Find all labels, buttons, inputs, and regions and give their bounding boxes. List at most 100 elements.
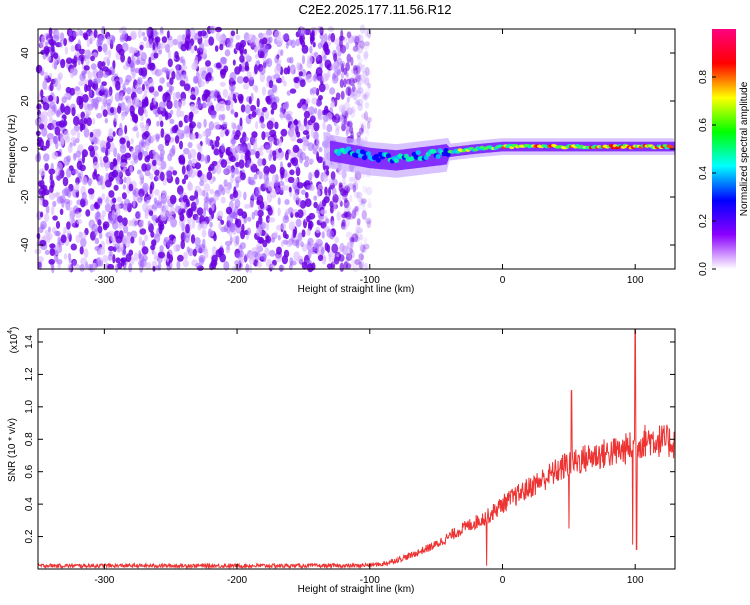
heatmap-noise-dot <box>51 151 59 160</box>
heatmap-noise-dot <box>308 172 313 181</box>
heatmap-noise-dot <box>356 227 364 234</box>
heatmap-noise-dot <box>94 201 99 208</box>
heatmap-noise-dot <box>166 210 172 218</box>
heatmap-noise-dot <box>101 193 106 201</box>
heatmap-noise-dot <box>47 109 54 118</box>
heatmap-noise-dot <box>279 166 285 176</box>
heatmap-noise-dot <box>250 92 254 102</box>
heatmap-noise-dot <box>171 125 178 134</box>
heatmap-noise-dot <box>208 215 213 222</box>
heatmap-noise-dot <box>118 128 124 139</box>
heatmap-noise-dot <box>156 120 160 127</box>
heatmap-noise-dot <box>254 53 259 60</box>
heatmap-noise-dot <box>50 179 55 189</box>
heatmap-noise-dot <box>263 165 270 175</box>
heatmap-noise-dot <box>53 95 58 102</box>
heatmap-noise-dot <box>339 60 346 68</box>
snr-frame <box>37 328 676 570</box>
heatmap-noise-dot <box>143 89 148 95</box>
heatmap-noise-dot <box>141 125 146 133</box>
heatmap-noise-dot <box>273 73 281 80</box>
heatmap-noise-dot <box>296 131 301 138</box>
heatmap-x-tick-label: 0 <box>500 275 506 286</box>
heatmap-noise-dot <box>148 38 153 49</box>
heatmap-noise-dot <box>188 115 193 123</box>
heatmap-noise-dot <box>44 163 49 171</box>
heatmap-noise-dot <box>274 121 279 130</box>
heatmap-noise-dot <box>265 222 270 231</box>
snr-x-tick-label: 0 <box>500 575 506 586</box>
heatmap-noise-dot <box>125 176 132 187</box>
colorbar-ticks: 0.0 0.2 0.4 0.6 0.8 <box>698 70 716 276</box>
heatmap-noise-dot <box>66 188 72 198</box>
heatmap-noise-dot <box>260 253 267 261</box>
heatmap-noise-dot <box>255 186 261 195</box>
heatmap-noise-dot <box>255 150 260 159</box>
heatmap-noise-dot <box>160 160 167 170</box>
heatmap-noise-dot <box>169 194 177 205</box>
heatmap-noise-dot <box>325 218 330 224</box>
heatmap-noise-dot <box>139 49 143 57</box>
heatmap-noise-dot <box>335 128 340 136</box>
heatmap-noise-dot <box>111 169 119 178</box>
heatmap-noise-dot <box>122 184 127 190</box>
heatmap-noise-dot <box>97 35 102 45</box>
heatmap-noise-dot <box>235 34 241 41</box>
heatmap-noise-dot <box>336 211 342 222</box>
heatmap-noise-dot <box>333 201 337 212</box>
heatmap-noise-dot <box>76 27 81 37</box>
heatmap-noise-dot <box>332 187 336 196</box>
heatmap-noise-dot <box>195 197 199 206</box>
heatmap-noise-dot <box>322 121 326 130</box>
heatmap-noise-dot <box>63 253 68 260</box>
heatmap-noise-dot <box>67 262 72 273</box>
heatmap-noise-dot <box>262 62 267 69</box>
heatmap-noise-dot <box>60 32 65 42</box>
heatmap-noise-dot <box>220 196 226 204</box>
heatmap-noise-dot <box>268 217 276 223</box>
heatmap-noise-dot <box>211 246 217 255</box>
heatmap-noise-dot <box>306 228 311 237</box>
heatmap-noise-dot <box>197 151 202 161</box>
heatmap-noise-dot <box>63 130 70 140</box>
heatmap-noise-dot <box>361 205 366 215</box>
heatmap-noise-dot <box>132 72 136 80</box>
heatmap-noise-dot <box>313 131 319 141</box>
heatmap-noise-dot <box>243 191 247 201</box>
heatmap-noise-dot <box>278 147 282 153</box>
heatmap-noise-dot <box>175 91 181 100</box>
heatmap-noise-dot <box>102 255 109 263</box>
heatmap-noise-dot <box>144 234 149 242</box>
heatmap-noise-dot <box>277 207 281 216</box>
heatmap-noise-dot <box>229 71 237 82</box>
heatmap-noise-dot <box>359 234 364 241</box>
heatmap-noise-dot <box>180 239 185 250</box>
heatmap-noise-dot <box>138 236 143 246</box>
heatmap-noise-dot <box>360 244 366 253</box>
heatmap-noise-dot <box>158 49 162 55</box>
heatmap-noise-dot <box>173 244 180 253</box>
heatmap-x-tick-label: -200 <box>227 275 247 286</box>
heatmap-noise-dot <box>353 38 359 44</box>
heatmap-noise-dot <box>331 178 338 187</box>
heatmap-noise-dot <box>288 149 292 157</box>
heatmap-noise-dot <box>213 148 220 156</box>
heatmap-noise-dot <box>352 264 359 273</box>
heatmap-noise-dot <box>105 179 112 188</box>
heatmap-noise-dot <box>353 176 358 183</box>
heatmap-noise-dot <box>185 223 190 234</box>
heatmap-noise-dot <box>143 196 151 204</box>
heatmap-noise-dot <box>276 224 282 231</box>
heatmap-noise-dot <box>92 78 98 84</box>
heatmap-noise-dot <box>277 234 281 241</box>
heatmap-noise-dot <box>259 237 263 244</box>
heatmap-noise-dot <box>55 191 61 198</box>
heatmap-noise-dot <box>186 208 193 219</box>
heatmap-noise-dot <box>312 149 318 155</box>
heatmap-noise-dot <box>307 249 312 259</box>
heatmap-noise-dot <box>274 55 279 64</box>
heatmap-noise-dot <box>137 106 144 116</box>
heatmap-noise-dot <box>252 141 258 151</box>
heatmap-noise-dot <box>228 151 234 162</box>
heatmap-noise-dot <box>38 139 44 148</box>
